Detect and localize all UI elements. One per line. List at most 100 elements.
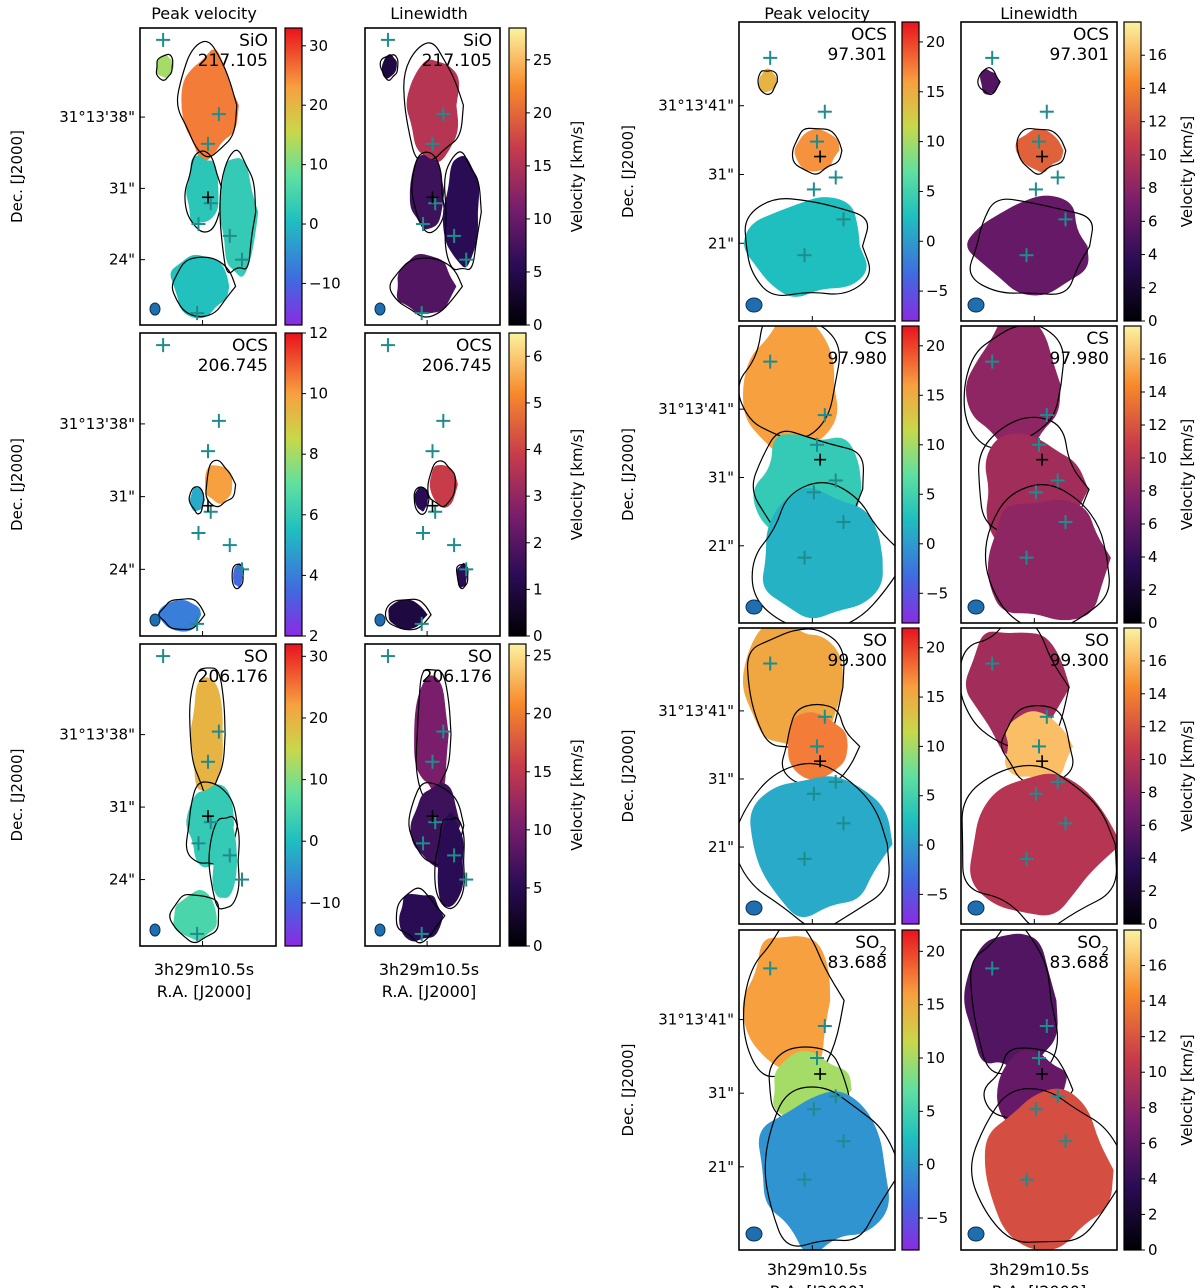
panel-right-3-peak-frequency: 83.688 xyxy=(828,953,887,973)
panel-right-1-peak-molecule: CS xyxy=(864,329,887,349)
panel-right-2-width-map xyxy=(961,628,1117,924)
panel-right-2-peak-ytick-label-2: 21" xyxy=(708,838,734,856)
panel-left-1-peak-frame xyxy=(139,332,277,637)
panel-left-1-peak-contour-2 xyxy=(158,598,206,631)
panel-right-1-width-frame xyxy=(960,325,1118,624)
panel-left-2-peak-map xyxy=(156,649,249,944)
panel-right-0-peak-emission-2 xyxy=(758,68,777,93)
panel-right-3-peak-molecule-subscript: 2 xyxy=(879,944,887,958)
panel-right-0-peak-emission-1 xyxy=(744,197,867,297)
panel-right-3-width-map xyxy=(964,930,1117,1250)
panel-right-1-peak-emission-0 xyxy=(743,326,838,455)
panel-left-2-peak-emission-3 xyxy=(173,889,217,941)
panel-right-3-width-beam xyxy=(967,1226,985,1242)
panel-right-0-peak-frequency: 97.301 xyxy=(828,45,887,65)
panel-left-2-width-contour-2 xyxy=(434,817,465,910)
panel-right-2-peak-ytick-label-1: 31" xyxy=(708,770,734,788)
panel-left-0-peak-contour-3 xyxy=(171,256,237,318)
panel-right-1-peak-cbar-label-2: 10 xyxy=(926,436,945,454)
panel-left-0-peak-ytick-label-1: 31" xyxy=(109,179,135,197)
panel-left-2-peak-frame xyxy=(139,643,277,947)
panel-left-1-peak-emission-1 xyxy=(190,486,205,512)
panel-right-3-peak-cbar-label-1: 15 xyxy=(926,996,945,1014)
panel-right-1-width-cbar-label-6: 4 xyxy=(1148,548,1158,566)
panel-right-3-width-cbar-label-5: 6 xyxy=(1148,1134,1158,1152)
panel-right-1-width-beam xyxy=(967,599,985,615)
panel-right-1-peak-map xyxy=(739,326,895,623)
panel-right-3-peak-emission-2 xyxy=(758,1091,889,1250)
panel-left-0-width-cbar-label-2: 15 xyxy=(533,157,552,175)
xtick-label-2: 3h29m10.5s xyxy=(767,1260,867,1279)
panel-left-1-width-cbar-label-4: 2 xyxy=(533,534,543,552)
panel-left-0-width-colorbar xyxy=(508,27,527,326)
panel-left-1-peak-molecule: OCS xyxy=(232,336,268,356)
panel-right-3-width-emission-2 xyxy=(984,1088,1114,1250)
panel-left-2-peak-ytick-label-1: 31" xyxy=(109,798,135,816)
panel-left-1-width-contour-0 xyxy=(427,460,456,508)
panel-right-0-width-contour-1 xyxy=(969,198,1094,295)
panel-right-1-width-molecule: CS xyxy=(1086,329,1109,349)
panel-right-0-width-emission-0 xyxy=(1015,128,1064,173)
panel-right-2-peak-cbar-label-0: 20 xyxy=(926,639,945,657)
panel-right-1-peak-cbar-label-3: 5 xyxy=(926,485,936,503)
panel-right-1-width-contour-2 xyxy=(984,484,1110,623)
panel-left-0-peak-cbar-label-3: 0 xyxy=(309,215,319,233)
panel-right-1-width-cbar-label-2: 12 xyxy=(1148,416,1167,434)
panel-left-1-peak-map xyxy=(156,338,249,632)
panel-right-0-width-contour-0 xyxy=(1016,127,1067,175)
panel-right-0-peak-ytick-label-0: 31°13'41" xyxy=(658,97,734,115)
panel-left-1-width-contour-1 xyxy=(413,486,430,515)
panel-right-3-width-colorbar xyxy=(1123,929,1142,1251)
panel-right-2-peak-ytick-label-0: 31°13'41" xyxy=(658,702,734,720)
panel-right-1-peak-cbar-label-4: 0 xyxy=(926,535,936,553)
panel-left-2-width-contour-3 xyxy=(395,887,446,944)
header-right-peak: Peak velocity xyxy=(764,4,870,23)
panel-left-2-peak-cbar-label-1: 20 xyxy=(309,709,328,727)
panel-left-0-width-cbar-label-3: 10 xyxy=(533,210,552,228)
panel-right-1-peak-contour-2 xyxy=(751,482,895,623)
panel-left-1-peak-emission-0 xyxy=(204,465,233,504)
panel-left-1-peak-cbar-label-2: 8 xyxy=(309,445,319,463)
panel-right-2-peak-cbar-label-3: 5 xyxy=(926,787,936,805)
panel-right-2-width-frame xyxy=(960,627,1118,925)
panel-right-0-peak-cbar-label-2: 10 xyxy=(926,133,945,151)
panel-left-1-peak-cbar-label-1: 10 xyxy=(309,385,328,403)
panel-right-3-peak-cbar-label-2: 10 xyxy=(926,1049,945,1067)
panel-right-1-peak-cbar-label-1: 15 xyxy=(926,386,945,404)
panel-right-0-width-cbar-label-3: 10 xyxy=(1148,146,1167,164)
panel-left-1-peak-contour-1 xyxy=(188,486,205,515)
panel-left-1-peak-beam xyxy=(149,613,161,627)
panel-left-0-width-beam xyxy=(374,302,386,316)
panel-right-2-peak-ylabel: Dec. [J2000] xyxy=(619,730,637,823)
panel-left-0-width-cbar-label-0: 25 xyxy=(533,51,552,69)
panel-right-0-width-cbar-label-1: 14 xyxy=(1148,79,1167,97)
panel-right-1-width-cbar-label-0: 16 xyxy=(1148,350,1167,368)
panel-left-0-width-frequency: 217.105 xyxy=(422,51,492,71)
panel-right-3-width-cbar-label-7: 2 xyxy=(1148,1205,1158,1223)
panel-right-0-peak-cbar-label-0: 20 xyxy=(926,33,945,51)
panel-left-2-peak-contour-2 xyxy=(208,815,240,910)
panel-right-1-peak-ylabel: Dec. [J2000] xyxy=(619,428,637,521)
panel-left-1-width-molecule: OCS xyxy=(456,336,492,356)
panel-right-3-peak-cbar-label-4: 0 xyxy=(926,1156,936,1174)
panel-right-2-width-colorbar xyxy=(1123,627,1142,925)
panel-right-3-width-cbar-label-6: 4 xyxy=(1148,1170,1158,1188)
panel-right-3-width-cbar-label-0: 16 xyxy=(1148,957,1167,975)
panel-right-1-peak-emission-2 xyxy=(762,487,883,619)
panel-right-2-peak-emission-2 xyxy=(750,776,893,918)
panel-right-2-peak-cbar-label-1: 15 xyxy=(926,688,945,706)
panel-right-3-peak-map xyxy=(742,930,895,1250)
panel-left-2-peak-cbar-label-4: −10 xyxy=(309,894,341,912)
panel-left-0-peak-frame xyxy=(139,27,277,326)
panel-left-2-peak-contour-3 xyxy=(169,893,220,944)
panel-right-1-width-cbar-label-8: 0 xyxy=(1148,614,1158,632)
panel-left-1-peak-contour-3 xyxy=(231,563,244,590)
panel-right-3-width-contour-2 xyxy=(971,1088,1117,1243)
panel-left-2-width-cbar-label-1: 20 xyxy=(533,705,552,723)
